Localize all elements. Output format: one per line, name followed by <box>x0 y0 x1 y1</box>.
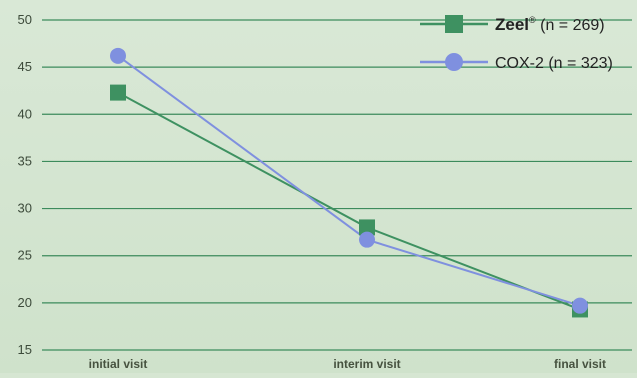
series-1-point-1 <box>110 84 126 101</box>
x-category-label-1: initial visit <box>89 357 148 371</box>
legend-series-name-2: COX-2 <box>495 55 544 72</box>
series-2-point-1 <box>110 47 126 64</box>
series-2-point-3 <box>572 297 588 314</box>
series-2-point-2 <box>359 231 375 248</box>
x-category-label-2: interim visit <box>333 357 400 371</box>
y-axis-tick-labels: 15 20 25 30 35 40 45 50 <box>18 12 32 357</box>
y-tick-label-20: 20 <box>18 295 32 310</box>
legend-marker-2 <box>445 53 463 71</box>
y-tick-label-25: 25 <box>18 248 32 263</box>
series-markers <box>110 47 588 318</box>
x-category-label-3: final visit <box>554 357 606 371</box>
legend-series-suffix-1: (n = 269) <box>536 17 605 34</box>
y-tick-label-40: 40 <box>18 106 32 121</box>
series-line-2 <box>117 55 581 307</box>
series-1-point-2 <box>359 219 375 236</box>
legend: Zeel® (n = 269) COX-2 (n = 323) <box>420 15 613 72</box>
y-tick-label-45: 45 <box>18 59 32 74</box>
x-axis-category-labels: initial visit interim visit final visit <box>89 357 606 371</box>
series-lines <box>117 55 581 311</box>
legend-label-2: COX-2 (n = 323) <box>495 55 613 72</box>
y-tick-label-15: 15 <box>18 342 32 357</box>
legend-series-name-1: Zeel <box>495 15 529 34</box>
y-tick-label-30: 30 <box>18 201 32 216</box>
legend-series-suffix-2: (n = 323) <box>544 55 613 72</box>
gridlines <box>42 19 632 351</box>
legend-marker-1 <box>445 15 463 33</box>
y-tick-label-50: 50 <box>18 12 32 27</box>
series-line-1 <box>117 91 581 311</box>
y-tick-label-35: 35 <box>18 153 32 168</box>
legend-label-1: Zeel® (n = 269) <box>495 15 605 34</box>
registered-mark: ® <box>529 15 536 25</box>
